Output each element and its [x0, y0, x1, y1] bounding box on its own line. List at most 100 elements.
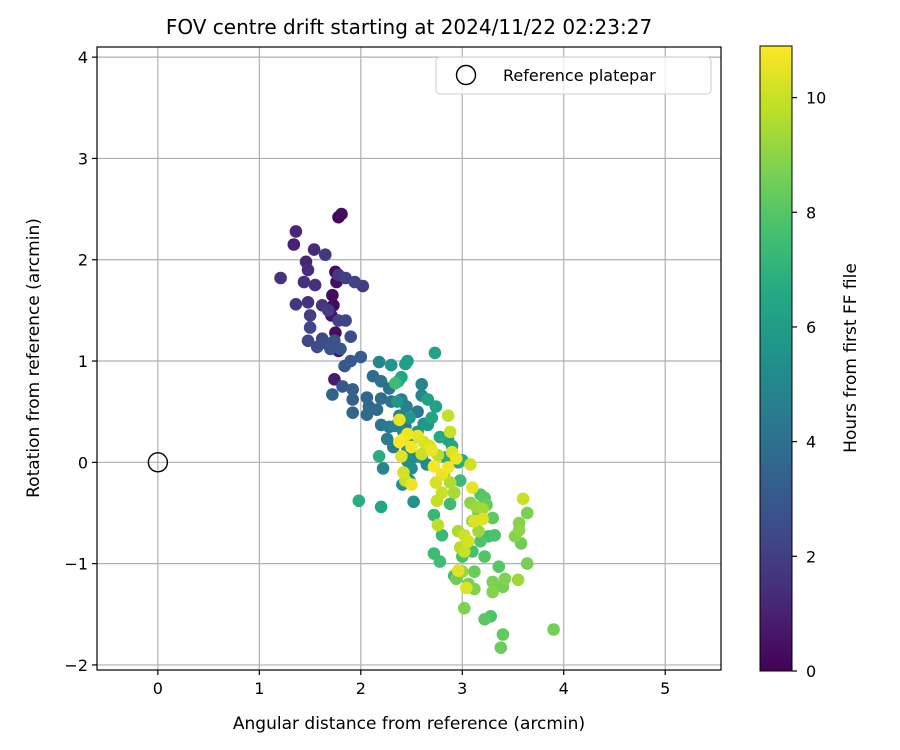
- data-point: [401, 427, 414, 441]
- data-point: [421, 393, 435, 406]
- data-point: [346, 383, 360, 396]
- data-point: [441, 461, 455, 474]
- data-point: [415, 378, 429, 391]
- data-point: [328, 373, 341, 386]
- data-point: [415, 447, 429, 461]
- data-point: [344, 330, 358, 344]
- x-tick-label: 3: [457, 679, 467, 698]
- data-point: [547, 623, 560, 636]
- data-point: [464, 458, 477, 471]
- data-point: [301, 263, 315, 277]
- colorbar-tick-label: 4: [806, 433, 816, 452]
- data-point: [336, 380, 349, 393]
- data-point: [451, 564, 465, 577]
- data-point: [511, 573, 525, 587]
- data-point: [474, 535, 487, 548]
- data-point: [374, 500, 388, 514]
- data-point: [297, 275, 311, 289]
- data-point: [512, 523, 526, 537]
- x-tick-label: 0: [153, 679, 163, 698]
- colorbar-tick-label: 6: [806, 318, 816, 337]
- data-point: [425, 411, 439, 425]
- data-point: [397, 466, 410, 479]
- data-point: [344, 354, 358, 368]
- x-tick-label: 1: [254, 679, 264, 698]
- data-point: [335, 207, 348, 221]
- data-point: [274, 271, 287, 285]
- data-point: [303, 309, 317, 322]
- data-point: [407, 495, 420, 509]
- legend-marker-reference: [455, 64, 477, 86]
- data-point: [488, 529, 502, 542]
- data-point: [433, 430, 447, 444]
- colorbar-tick-label: 8: [806, 203, 816, 222]
- data-point: [289, 225, 303, 238]
- data-point: [468, 565, 481, 578]
- colorbar-tick-label: 10: [806, 89, 826, 108]
- data-point: [460, 581, 473, 595]
- data-point: [428, 346, 442, 360]
- y-tick-label: 3: [78, 149, 88, 168]
- x-tick-label: 5: [660, 679, 670, 698]
- data-point: [427, 460, 441, 473]
- data-point: [354, 350, 368, 364]
- data-point: [520, 557, 534, 570]
- data-point: [494, 641, 508, 654]
- legend: Reference platepar: [435, 56, 712, 95]
- data-point: [400, 400, 413, 413]
- data-point: [384, 358, 398, 372]
- data-point: [352, 494, 366, 508]
- x-tick-label: 2: [356, 679, 366, 698]
- data-point: [516, 492, 530, 506]
- y-tick-label: −2: [64, 656, 88, 675]
- data-point: [458, 601, 471, 615]
- data-point: [486, 585, 500, 599]
- data-point: [443, 476, 457, 489]
- data-point: [391, 395, 404, 408]
- colorbar-tick-label: 0: [806, 662, 816, 681]
- data-point: [429, 400, 443, 413]
- data-point: [496, 628, 510, 641]
- data-point: [348, 275, 362, 289]
- data-point: [393, 413, 406, 427]
- y-tick-label: −1: [64, 555, 88, 574]
- data-point: [326, 288, 339, 302]
- data-point: [472, 524, 485, 538]
- data-point: [322, 304, 335, 317]
- data-point: [449, 452, 463, 465]
- data-point: [466, 481, 479, 495]
- data-point: [443, 497, 457, 511]
- data-point: [433, 555, 447, 568]
- data-point: [370, 403, 384, 417]
- chart-title: FOV centre drift starting at 2024/11/22 …: [166, 15, 652, 39]
- data-point: [458, 545, 471, 558]
- data-point: [308, 278, 322, 292]
- data-point: [303, 321, 317, 334]
- data-point: [478, 613, 491, 626]
- data-point: [289, 298, 303, 311]
- data-point: [492, 560, 506, 573]
- x-axis-label: Angular distance from reference (arcmin): [233, 714, 585, 734]
- data-point: [447, 486, 461, 500]
- data-point: [476, 512, 489, 526]
- data-point: [520, 506, 534, 520]
- colorbar-tick-label: 2: [806, 547, 816, 566]
- data-point: [443, 425, 457, 439]
- data-point: [376, 462, 390, 475]
- data-point: [462, 535, 475, 548]
- colorbar: [759, 45, 793, 672]
- data-point: [453, 474, 467, 487]
- data-point: [401, 354, 414, 368]
- data-point: [389, 377, 402, 390]
- x-axis-ticks: 0 1 2 3 4 5: [153, 670, 670, 698]
- data-point: [374, 392, 388, 405]
- data-point: [431, 518, 445, 532]
- data-point: [427, 508, 441, 522]
- plot-frame: [96, 46, 722, 671]
- data-point: [307, 243, 321, 256]
- y-tick-label: 1: [78, 352, 88, 371]
- data-point: [301, 296, 315, 309]
- data-point: [393, 435, 406, 449]
